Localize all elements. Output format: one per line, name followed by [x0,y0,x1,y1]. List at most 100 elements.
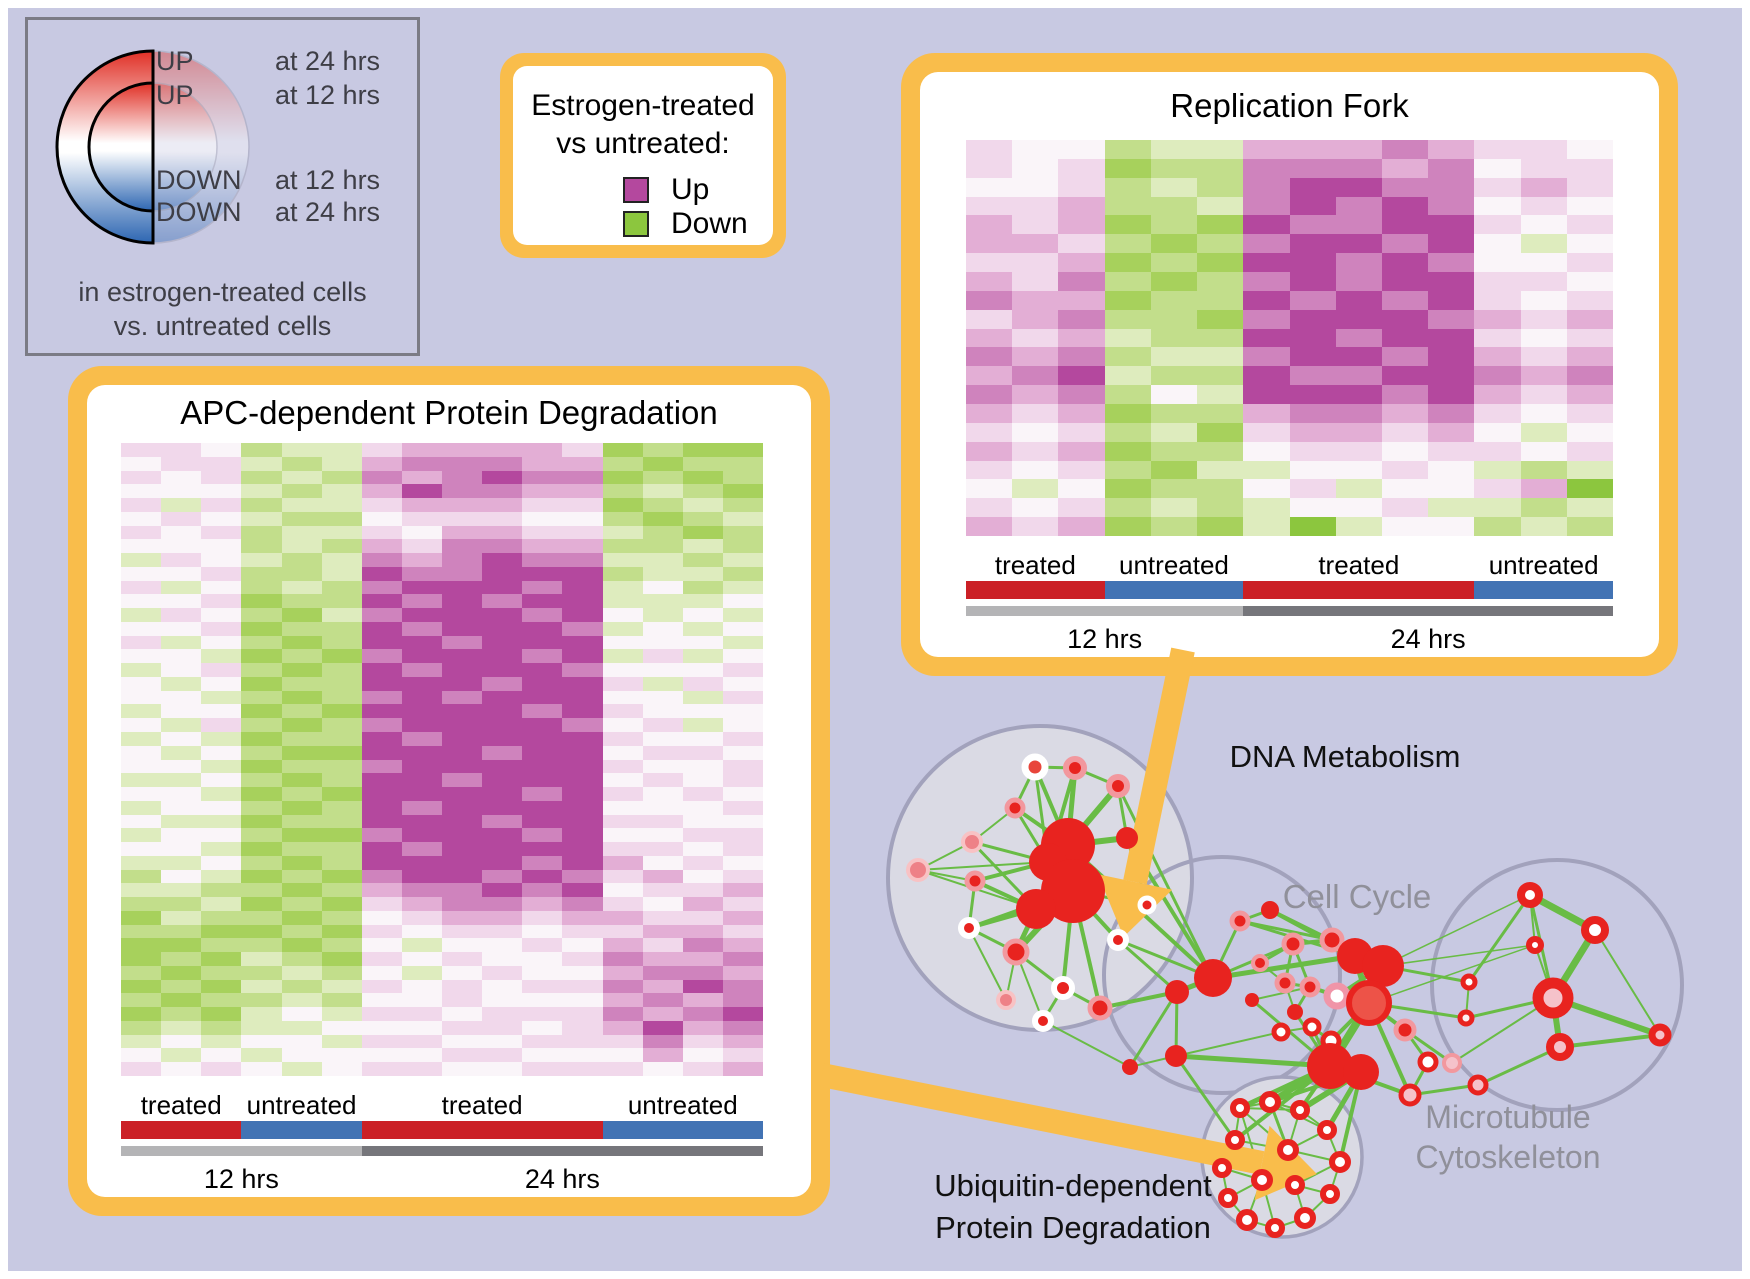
heat-cell [321,1034,362,1049]
heat-cell [522,883,563,898]
network-edge [1382,894,1531,967]
heat-cell [321,704,362,719]
heat-cell [401,525,442,540]
heat-cell [161,484,202,499]
heat-cell [602,718,643,732]
heat-cell [1104,422,1151,442]
heat-cell [602,800,643,815]
heat-cell [642,498,683,512]
heat-cell [1566,140,1613,159]
heat-cell [602,924,643,939]
heat-cell [201,910,242,925]
heat-cell [241,952,282,966]
heat-cell [1058,422,1105,442]
heat-cell [602,443,643,457]
heat-cell [121,456,162,471]
heat-cell [722,718,763,732]
heat-cell [602,1062,643,1076]
heat-cell [442,910,483,925]
heat-cell [562,773,603,788]
heat-cell [522,456,563,471]
heat-cell [321,1048,362,1063]
heat-cell [1104,272,1151,291]
heat-cell [1381,158,1429,178]
heat-cell [1243,366,1290,386]
heat-cell [241,690,282,705]
heat-cell [1289,498,1336,518]
heat-cell [201,635,242,650]
heat-cell [361,511,402,526]
heat-cell [442,511,483,526]
network-node-d3 [1004,797,1026,819]
network-node-m0 [1517,882,1543,908]
heat-cell [281,979,322,994]
heat-cell [1289,517,1336,536]
heat-cell [281,621,322,636]
heat-cell [201,828,242,843]
network-node-u13 [1251,1169,1273,1191]
heat-cell [442,608,483,622]
heat-cell [241,1020,282,1035]
heat-cell [1566,196,1613,216]
heat-cell [722,594,763,609]
network-node-d10 [1041,859,1105,923]
heat-cell [1474,422,1521,442]
heat-cell [241,773,282,788]
group-label: treated [441,1090,523,1120]
heat-cell [1012,290,1059,310]
heat-cell [1520,158,1567,178]
network-node-c10 [1287,1004,1303,1020]
heat-cell [1243,140,1290,159]
heat-cell [321,979,362,994]
network-node-c14 [1307,1043,1353,1089]
heat-cell [522,965,563,980]
heat-cell [361,690,402,705]
heat-cell [241,676,282,691]
heat-cell [482,704,523,719]
heat-cell [401,1048,442,1063]
network-node-c3 [1319,927,1345,953]
heat-cell [642,539,683,554]
heat-cell [201,1007,242,1021]
heat-cell [562,456,603,471]
apc-panel-title: APC-dependent Protein Degradation [180,394,718,431]
heat-cell [482,553,523,567]
heat-cell [1012,366,1059,386]
heat-cell [1104,158,1151,178]
heat-cell [161,745,202,760]
heat-cell [1243,441,1290,461]
heat-cell [722,539,763,554]
microtubule-cytoskeleton-label: Microtubule Cytoskeleton [1416,1097,1601,1177]
heat-cell [1150,290,1198,310]
heat-cell [722,952,763,966]
heat-cell [361,842,402,856]
heat-cell [1012,234,1059,254]
heat-cell [562,608,603,622]
heat-cell [682,498,723,512]
heat-cell [442,594,483,609]
heat-cell [1012,215,1059,235]
heat-cell [1058,272,1105,291]
down-24-word: DOWN [156,197,242,227]
network-node-d16 [1032,1010,1054,1032]
heat-cell [401,952,442,966]
heat-cell [1150,347,1198,367]
heat-cell [201,539,242,554]
network-edge [1175,1031,1282,1057]
heat-cell [281,787,322,801]
concentric-gradient-icon [55,49,250,245]
heat-cell [321,718,362,732]
heat-cell [241,456,282,471]
heat-cell [442,814,483,829]
heat-cell [442,1020,483,1035]
heat-cell [1335,234,1382,254]
network-node-c7 [1299,976,1321,998]
heat-cell [401,511,442,526]
heat-cell [1012,158,1059,178]
heat-cell [1474,215,1521,235]
heat-cell [482,731,523,746]
heat-cell [602,1020,643,1035]
heat-cell [482,1034,523,1049]
heat-cell [482,759,523,774]
heat-cell [602,498,643,512]
